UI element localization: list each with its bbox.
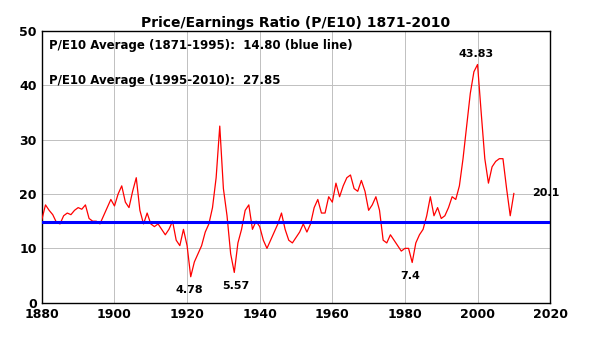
Text: 20.1: 20.1	[532, 189, 559, 198]
Text: 43.83: 43.83	[458, 49, 493, 59]
Text: P/E10 Average (1995-2010):  27.85: P/E10 Average (1995-2010): 27.85	[50, 74, 281, 87]
Text: 4.78: 4.78	[175, 285, 203, 295]
Text: 5.57: 5.57	[222, 281, 250, 291]
Text: P/E10 Average (1871-1995):  14.80 (blue line): P/E10 Average (1871-1995): 14.80 (blue l…	[50, 39, 353, 52]
Title: Price/Earnings Ratio (P/E10) 1871-2010: Price/Earnings Ratio (P/E10) 1871-2010	[142, 16, 450, 30]
Text: 7.4: 7.4	[401, 271, 420, 281]
